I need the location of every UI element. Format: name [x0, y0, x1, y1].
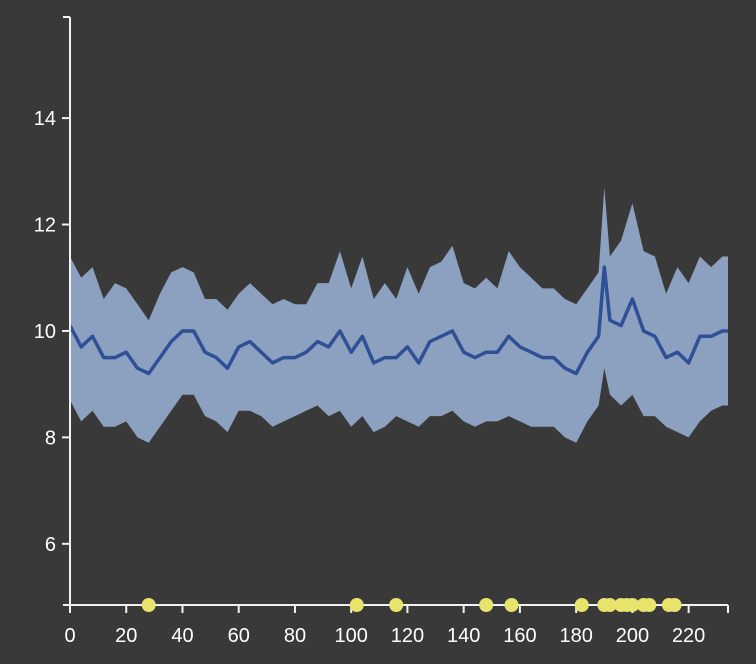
event-marker — [602, 598, 617, 612]
y-tick-label: 6 — [45, 534, 56, 556]
x-tick-label: 60 — [228, 625, 250, 647]
x-tick-label: 20 — [115, 625, 137, 647]
x-tick-label: 80 — [284, 625, 306, 647]
event-marker — [642, 598, 657, 612]
y-tick-label: 10 — [34, 321, 56, 343]
event-marker — [574, 598, 589, 612]
x-tick-label: 180 — [559, 625, 592, 647]
event-marker — [349, 598, 364, 612]
x-tick-label: 100 — [335, 625, 368, 647]
event-marker — [504, 598, 519, 612]
y-tick-label: 8 — [45, 427, 56, 449]
x-tick-label: 140 — [447, 625, 480, 647]
event-marker — [625, 598, 640, 612]
event-marker — [141, 598, 156, 612]
x-tick-label: 0 — [64, 625, 75, 647]
y-tick-label: 12 — [34, 215, 56, 237]
plot-area — [68, 187, 728, 443]
event-marker — [667, 598, 682, 612]
y-tick-label: 14 — [34, 108, 56, 130]
x-tick-label: 120 — [391, 625, 424, 647]
event-marker — [479, 598, 494, 612]
x-tick-label: 160 — [503, 625, 536, 647]
event-markers — [141, 598, 682, 612]
x-tick-label: 220 — [672, 625, 705, 647]
event-marker — [389, 598, 404, 612]
series-line — [68, 265, 728, 376]
x-tick-label: 200 — [616, 625, 649, 647]
confidence-band — [70, 187, 728, 443]
x-tick-label: 40 — [171, 625, 193, 647]
